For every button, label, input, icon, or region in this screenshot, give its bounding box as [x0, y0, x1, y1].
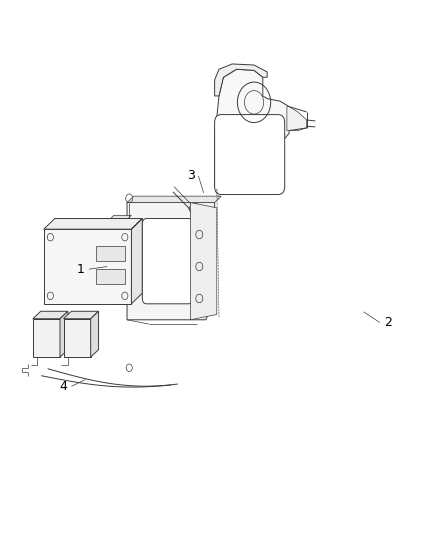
- Polygon shape: [127, 203, 215, 320]
- Polygon shape: [127, 196, 221, 203]
- FancyBboxPatch shape: [215, 115, 285, 195]
- Text: 4: 4: [60, 380, 67, 393]
- Polygon shape: [60, 311, 68, 357]
- Polygon shape: [33, 311, 68, 319]
- Polygon shape: [44, 219, 142, 229]
- Polygon shape: [44, 229, 131, 304]
- Polygon shape: [64, 311, 99, 319]
- Polygon shape: [215, 64, 267, 96]
- Polygon shape: [131, 219, 142, 304]
- Polygon shape: [110, 215, 131, 220]
- Polygon shape: [96, 269, 125, 284]
- Text: 1: 1: [77, 263, 85, 276]
- Polygon shape: [96, 246, 125, 261]
- Polygon shape: [33, 319, 60, 357]
- Polygon shape: [64, 319, 91, 357]
- Polygon shape: [191, 203, 217, 320]
- Text: 3: 3: [187, 169, 194, 182]
- Polygon shape: [110, 250, 131, 254]
- Polygon shape: [215, 69, 289, 192]
- Text: 2: 2: [384, 316, 392, 329]
- FancyBboxPatch shape: [142, 219, 193, 304]
- Polygon shape: [91, 311, 99, 357]
- Polygon shape: [110, 289, 127, 304]
- Polygon shape: [287, 107, 307, 131]
- Polygon shape: [110, 254, 127, 269]
- Polygon shape: [110, 285, 131, 289]
- Polygon shape: [110, 220, 127, 235]
